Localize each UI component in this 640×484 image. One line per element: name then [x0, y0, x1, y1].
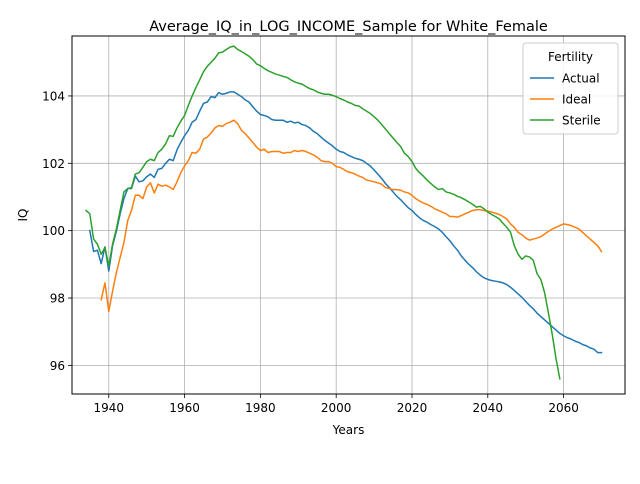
x-tick-label: 2060 — [548, 401, 579, 415]
chart-title: Average_IQ_in_LOG_INCOME_Sample for Whit… — [149, 19, 548, 35]
y-axis-ticks: 96 98 100 102 104 — [42, 89, 72, 373]
x-tick-label: 2020 — [397, 401, 428, 415]
x-tick-label: 1980 — [245, 401, 276, 415]
x-axis-label: Years — [332, 423, 365, 437]
y-axis-label: IQ — [16, 209, 30, 222]
y-tick-label: 104 — [42, 89, 65, 103]
y-tick-label: 98 — [50, 292, 65, 306]
x-axis-ticks: 1940 1960 1980 2000 2020 2040 2060 — [93, 394, 579, 415]
legend-box — [522, 42, 619, 135]
legend-label-actual: Actual — [562, 72, 600, 86]
series-line-sterile — [84, 45, 561, 380]
legend-label-ideal: Ideal — [562, 93, 591, 107]
legend-label-sterile: Sterile — [562, 114, 601, 128]
series-line-actual — [88, 91, 603, 354]
series-line-ideal — [100, 119, 603, 313]
x-tick-label: 1960 — [169, 401, 200, 415]
series-lines — [84, 45, 603, 380]
legend: Fertility Actual Ideal Sterile — [522, 42, 619, 135]
x-tick-label: 2040 — [473, 401, 504, 415]
y-tick-label: 96 — [50, 359, 65, 373]
x-tick-label: 1940 — [93, 401, 124, 415]
grid — [72, 36, 625, 394]
y-tick-label: 102 — [42, 157, 65, 171]
legend-entries: Actual Ideal Sterile — [530, 72, 601, 128]
legend-title: Fertility — [548, 50, 593, 64]
y-tick-label: 100 — [42, 224, 65, 238]
x-tick-label: 2000 — [321, 401, 352, 415]
plot-frame — [71, 35, 626, 395]
